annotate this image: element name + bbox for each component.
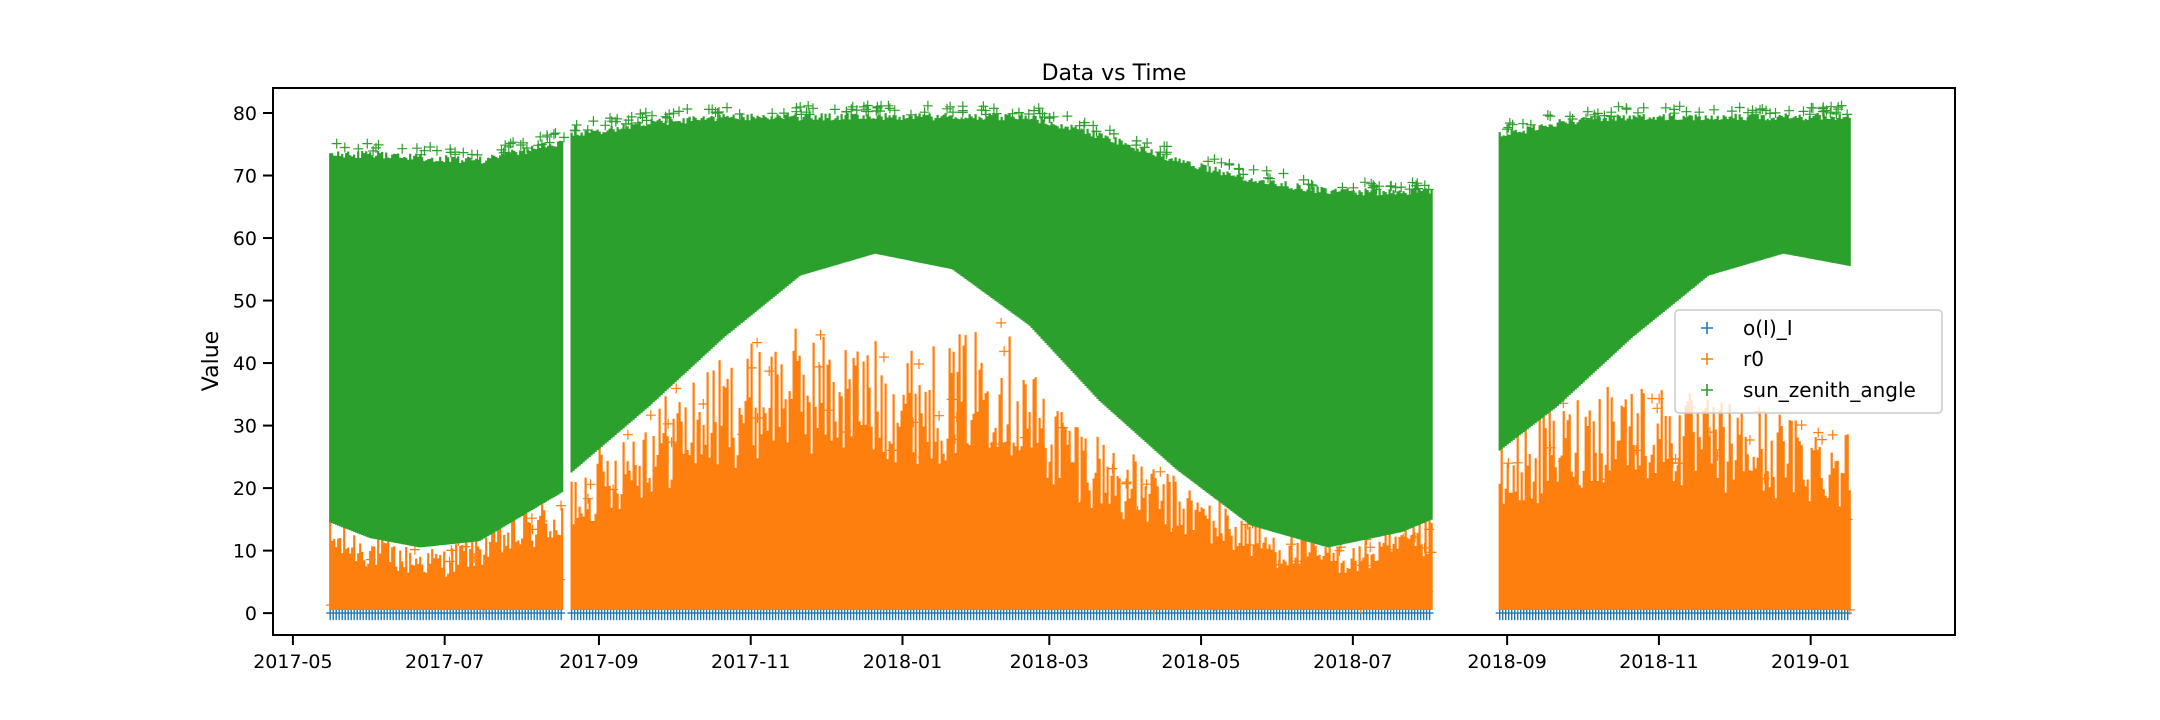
series-sun-zenith-angle	[329, 100, 1853, 548]
series-r0	[326, 317, 1855, 615]
plot-area	[326, 100, 1855, 621]
legend: o(I)_I r0 sun_zenith_angle	[1674, 309, 1943, 414]
legend-label: sun_zenith_angle	[1743, 378, 1916, 402]
y-tick-label: 10	[233, 541, 257, 563]
legend-label: o(I)_I	[1743, 316, 1793, 340]
series-marks	[326, 606, 1852, 621]
legend-entry: r0	[1701, 347, 1764, 371]
x-tick-label: 2018-07	[1313, 651, 1392, 673]
y-tick-label: 50	[233, 291, 257, 313]
y-tick-label: 60	[233, 228, 257, 250]
chart-title: Data vs Time	[1042, 61, 1187, 86]
y-axis: 0 10 20 30 40 50 60 70 80	[233, 103, 273, 625]
x-tick-label: 2018-11	[1619, 651, 1698, 673]
x-tick-label: 2017-05	[253, 651, 332, 673]
legend-entry: o(I)_I	[1701, 316, 1793, 340]
series-marks	[331, 100, 1853, 195]
y-tick-label: 20	[233, 478, 257, 500]
legend-marker	[1701, 322, 1713, 334]
legend-marker	[1701, 353, 1713, 365]
x-tick-label: 2019-01	[1771, 651, 1850, 673]
y-tick-label: 80	[233, 103, 257, 125]
legend-marker	[1701, 384, 1713, 396]
x-tick-label: 2018-05	[1161, 651, 1240, 673]
x-axis: 2017-05 2017-07 2017-09 2017-11 2018-01 2018-…	[253, 635, 1850, 673]
y-tick-label: 30	[233, 416, 257, 438]
legend-label: r0	[1743, 347, 1764, 371]
series-o-i-i	[326, 606, 1852, 621]
x-tick-label: 2018-03	[1010, 651, 1089, 673]
x-tick-label: 2017-09	[559, 651, 638, 673]
x-tick-label: 2017-11	[711, 651, 790, 673]
y-axis-label: Value	[199, 331, 224, 391]
y-tick-label: 0	[245, 603, 257, 625]
x-tick-label: 2018-09	[1467, 651, 1546, 673]
y-tick-label: 40	[233, 353, 257, 375]
y-tick-label: 70	[233, 166, 257, 188]
x-tick-label: 2017-07	[405, 651, 484, 673]
legend-box	[1674, 309, 1943, 414]
x-tick-label: 2018-01	[863, 651, 942, 673]
legend-entry: sun_zenith_angle	[1701, 378, 1916, 402]
series-band	[329, 113, 1851, 548]
plot-frame	[272, 87, 1956, 636]
